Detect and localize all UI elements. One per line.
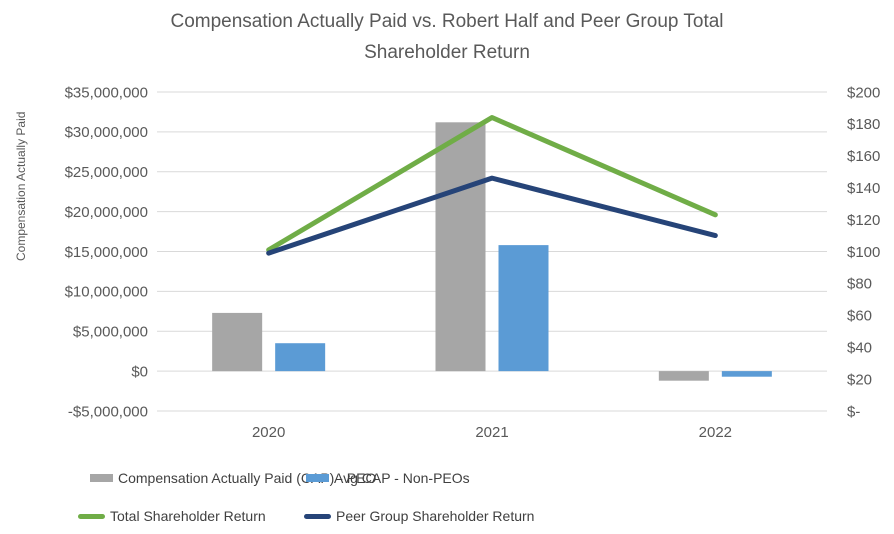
right-axis-tick-label: $200 bbox=[847, 84, 880, 101]
cap-peo-swatch-icon bbox=[90, 474, 113, 482]
legend-label-tsr: Total Shareholder Return bbox=[110, 508, 266, 524]
left-axis-tick-label: $0 bbox=[131, 363, 148, 380]
bar-2022-series-0 bbox=[658, 371, 709, 381]
left-axis-tick-label: $10,000,000 bbox=[65, 284, 148, 301]
bar-2020-series-0 bbox=[212, 312, 263, 372]
right-axis-tick-label: $120 bbox=[847, 212, 880, 229]
right-axis-tick-label: $140 bbox=[847, 180, 880, 197]
left-axis-tick-label: $20,000,000 bbox=[65, 204, 148, 221]
left-axis-tick-label: $15,000,000 bbox=[65, 244, 148, 261]
chart-title-line-1: Compensation Actually Paid vs. Robert Ha… bbox=[170, 11, 724, 32]
bar-2021-series-0 bbox=[435, 122, 486, 372]
cap-nonpeo-swatch-icon bbox=[306, 474, 329, 482]
left-axis-tick-label: $30,000,000 bbox=[65, 124, 148, 141]
line-series-1 bbox=[266, 175, 718, 256]
legend-item-cap-nonpeo: Avg CAP - Non-PEOs bbox=[306, 470, 470, 486]
x-axis-category-label: 2021 bbox=[475, 424, 508, 441]
peer-tsr-line-swatch-icon bbox=[304, 513, 331, 519]
right-axis-tick-label: $80 bbox=[847, 276, 872, 293]
chart-title: Compensation Actually Paid vs. Robert Ha… bbox=[0, 6, 894, 68]
x-axis-category-label: 2020 bbox=[252, 424, 285, 441]
right-axis-tick-label: $40 bbox=[847, 339, 872, 356]
right-axis-tick-label: $60 bbox=[847, 308, 872, 325]
legend-item-peer-tsr: Peer Group Shareholder Return bbox=[304, 508, 534, 524]
right-axis-tick-label: $- bbox=[847, 403, 860, 420]
right-axis-tick-label: $180 bbox=[847, 116, 880, 133]
left-axis-tick-label: $35,000,000 bbox=[65, 84, 148, 101]
left-axis-tick-label: $5,000,000 bbox=[73, 324, 148, 341]
bar-2021-series-1 bbox=[498, 245, 549, 372]
chart-title-line-2: Shareholder Return bbox=[364, 42, 530, 63]
left-axis-tick-label: -$5,000,000 bbox=[68, 403, 148, 420]
legend-label-peer-tsr: Peer Group Shareholder Return bbox=[336, 508, 535, 524]
bar-2022-series-1 bbox=[721, 371, 772, 377]
legend-label-cap-nonpeo: Avg CAP - Non-PEOs bbox=[334, 470, 470, 486]
right-axis-tick-label: $160 bbox=[847, 148, 880, 165]
right-axis-tick-label: $20 bbox=[847, 371, 872, 388]
bar-2020-series-1 bbox=[275, 343, 326, 372]
tsr-line-swatch-icon bbox=[78, 513, 105, 519]
line-series-0 bbox=[266, 115, 718, 253]
x-axis-category-label: 2022 bbox=[699, 424, 732, 441]
legend-item-tsr: Total Shareholder Return bbox=[78, 508, 266, 524]
left-axis-tick-label: $25,000,000 bbox=[65, 164, 148, 181]
right-axis-tick-label: $100 bbox=[847, 244, 880, 261]
